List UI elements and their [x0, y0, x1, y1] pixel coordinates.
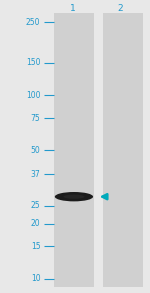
Text: 25: 25 — [31, 201, 40, 210]
Text: 10: 10 — [31, 274, 40, 283]
Text: 50: 50 — [31, 146, 40, 155]
Text: 37: 37 — [31, 170, 40, 179]
Text: 250: 250 — [26, 18, 40, 27]
Bar — [103, 13, 142, 287]
Text: 20: 20 — [31, 219, 40, 228]
Text: 100: 100 — [26, 91, 40, 100]
Ellipse shape — [63, 195, 84, 199]
Text: 2: 2 — [117, 4, 123, 13]
Text: 1: 1 — [70, 4, 76, 13]
Text: 75: 75 — [31, 114, 40, 123]
Ellipse shape — [55, 192, 93, 201]
Text: 15: 15 — [31, 242, 40, 251]
Text: 150: 150 — [26, 58, 40, 67]
Bar — [54, 13, 94, 287]
